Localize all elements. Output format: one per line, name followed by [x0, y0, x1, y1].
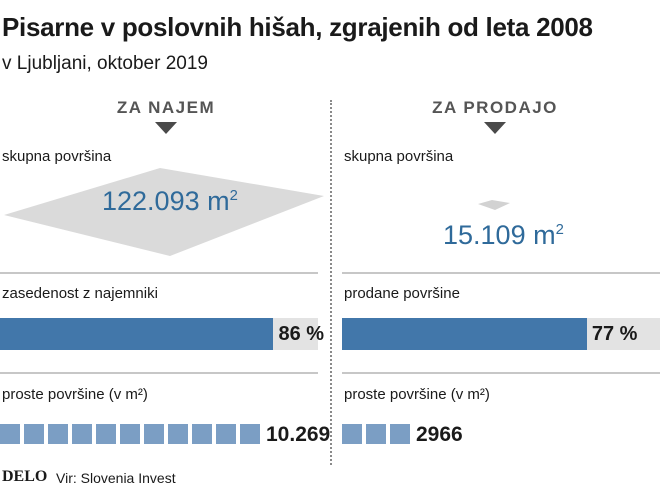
delo-logo: DELO	[2, 468, 48, 485]
share-bar-track-sale	[342, 318, 660, 350]
free-label-sale: proste površine (v m²)	[344, 386, 490, 403]
chart-title: Pisarne v poslovnih hišah, zgrajenih od …	[2, 12, 593, 42]
free-square	[390, 424, 410, 444]
free-label-rent: proste površine (v m²)	[2, 386, 148, 403]
area-label-sale: skupna površina	[344, 148, 454, 165]
free-square	[120, 424, 140, 444]
area-shape-sale	[478, 200, 510, 210]
share-value-sale: 77 %	[591, 323, 638, 345]
free-square	[216, 424, 236, 444]
free-square	[366, 424, 386, 444]
free-square	[168, 424, 188, 444]
column-heading-rent: ZA NAJEM	[116, 98, 216, 117]
free-square	[72, 424, 92, 444]
free-square	[48, 424, 68, 444]
free-square	[96, 424, 116, 444]
free-value-rent: 10.269	[266, 423, 331, 446]
share-label-rent: zasedenost z najemniki	[2, 285, 158, 302]
source-note: Vir: Slovenia Invest	[56, 470, 176, 486]
free-value-sale: 2966	[416, 423, 463, 446]
free-square	[144, 424, 164, 444]
section-rule	[342, 272, 660, 274]
area-shapes-rent	[4, 168, 324, 256]
free-square	[0, 424, 20, 444]
free-square	[342, 424, 362, 444]
area-label-rent: skupna površina	[2, 148, 112, 165]
share-label-sale: prodane površine	[344, 285, 460, 302]
arrow-down-icon	[155, 122, 177, 134]
area-shape-rent	[4, 168, 324, 256]
share-value-rent: 86 %	[278, 323, 325, 345]
area-value-rent: 122.093 m2	[102, 186, 238, 216]
area-value-sale: 15.109 m2	[443, 220, 564, 250]
share-bar-track-rent	[0, 318, 318, 350]
area-shapes-sale	[478, 200, 510, 210]
section-rule	[0, 372, 318, 374]
free-square	[192, 424, 212, 444]
section-rule	[342, 372, 660, 374]
free-square	[24, 424, 44, 444]
column-heading-sale: ZA PRODAJO	[432, 98, 558, 117]
share-bar-sale	[342, 318, 587, 350]
chart-subtitle: v Ljubljani, oktober 2019	[2, 53, 208, 74]
arrow-down-icon	[484, 122, 506, 134]
section-rule	[0, 272, 318, 274]
free-square	[240, 424, 260, 444]
share-bar-rent	[0, 318, 274, 350]
column-divider	[330, 100, 332, 465]
